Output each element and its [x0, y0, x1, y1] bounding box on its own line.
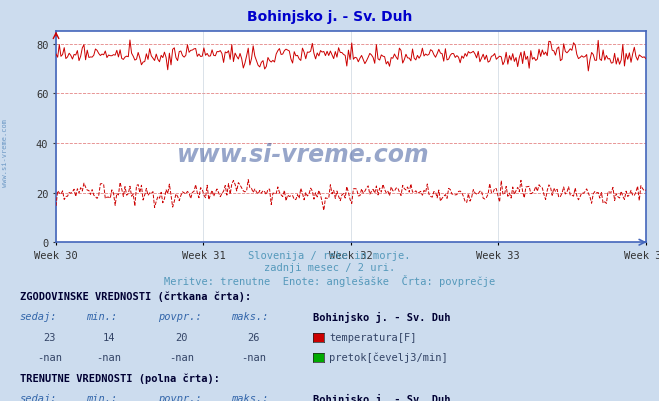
Text: sedaj:: sedaj: — [20, 393, 57, 401]
Text: 14: 14 — [103, 332, 115, 342]
Text: maks.:: maks.: — [231, 312, 268, 322]
Text: Bohinjsko j. - Sv. Duh: Bohinjsko j. - Sv. Duh — [313, 393, 451, 401]
Text: zadnji mesec / 2 uri.: zadnji mesec / 2 uri. — [264, 263, 395, 273]
Text: povpr.:: povpr.: — [158, 312, 202, 322]
Text: www.si-vreme.com: www.si-vreme.com — [177, 142, 430, 166]
Text: TRENUTNE VREDNOSTI (polna črta):: TRENUTNE VREDNOSTI (polna črta): — [20, 373, 219, 383]
Text: Meritve: trenutne  Enote: anglešaške  Črta: povprečje: Meritve: trenutne Enote: anglešaške Črta… — [164, 275, 495, 287]
Text: pretok[čevelj3/min]: pretok[čevelj3/min] — [330, 352, 448, 362]
Text: min.:: min.: — [86, 393, 117, 401]
Text: -nan: -nan — [37, 352, 62, 362]
Text: maks.:: maks.: — [231, 393, 268, 401]
Text: 23: 23 — [43, 332, 55, 342]
Text: -nan: -nan — [96, 352, 121, 362]
Text: ZGODOVINSKE VREDNOSTI (črtkana črta):: ZGODOVINSKE VREDNOSTI (črtkana črta): — [20, 291, 251, 301]
Text: -nan: -nan — [241, 352, 266, 362]
Text: 26: 26 — [248, 332, 260, 342]
Text: www.si-vreme.com: www.si-vreme.com — [2, 118, 9, 186]
Text: sedaj:: sedaj: — [20, 312, 57, 322]
Text: Bohinjsko j. - Sv. Duh: Bohinjsko j. - Sv. Duh — [313, 312, 451, 322]
Text: povpr.:: povpr.: — [158, 393, 202, 401]
Text: temperatura[F]: temperatura[F] — [330, 332, 417, 342]
Text: Bohinjsko j. - Sv. Duh: Bohinjsko j. - Sv. Duh — [247, 10, 412, 24]
Text: min.:: min.: — [86, 312, 117, 322]
Text: -nan: -nan — [169, 352, 194, 362]
Text: 20: 20 — [175, 332, 187, 342]
Text: Slovenija / reke in morje.: Slovenija / reke in morje. — [248, 251, 411, 261]
